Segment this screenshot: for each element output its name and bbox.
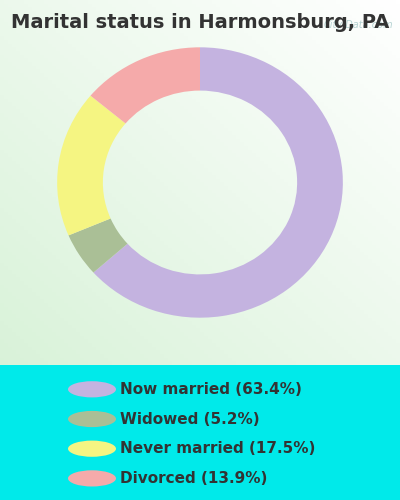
Circle shape: [68, 411, 116, 427]
Text: City-Data.com: City-Data.com: [323, 20, 393, 30]
Circle shape: [68, 381, 116, 398]
Wedge shape: [94, 48, 343, 318]
Text: Divorced (13.9%): Divorced (13.9%): [120, 471, 267, 486]
Circle shape: [68, 440, 116, 457]
Text: Never married (17.5%): Never married (17.5%): [120, 441, 315, 456]
Wedge shape: [68, 218, 128, 272]
Wedge shape: [90, 48, 200, 124]
Text: Widowed (5.2%): Widowed (5.2%): [120, 412, 260, 426]
Text: Marital status in Harmonsburg, PA: Marital status in Harmonsburg, PA: [11, 12, 389, 32]
Text: Now married (63.4%): Now married (63.4%): [120, 382, 302, 397]
Circle shape: [68, 470, 116, 486]
Wedge shape: [57, 96, 126, 235]
